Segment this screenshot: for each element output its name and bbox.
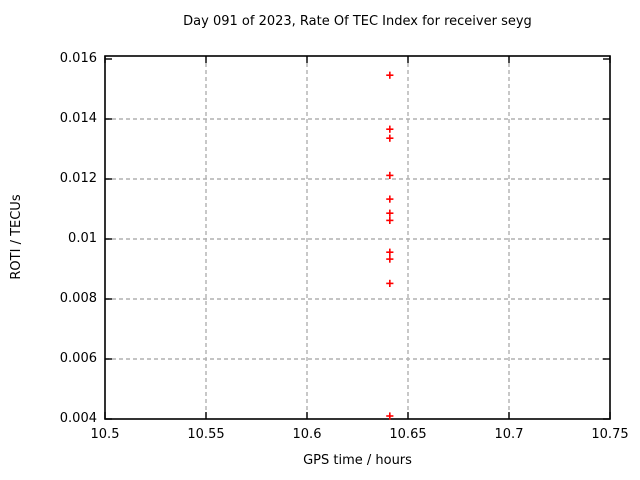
y-tick-label: 0.016 [59,51,97,66]
x-tick-label: 10.55 [187,427,225,442]
x-tick-label: 10.75 [591,427,629,442]
y-tick-label: 0.012 [59,171,97,186]
x-tick-label: 10.65 [389,427,427,442]
y-tick-label: 0.008 [59,291,97,306]
y-tick-label: 0.014 [59,111,97,126]
x-tick-label: 10.6 [292,427,322,442]
x-tick-label: 10.7 [494,427,524,442]
x-axis-label: GPS time / hours [303,453,412,468]
y-tick-label: 0.01 [68,231,97,246]
x-tick-label: 10.5 [90,427,120,442]
y-tick-label: 0.004 [59,411,97,426]
y-tick-label: 0.006 [59,351,97,366]
plot-border [104,55,611,420]
chart-title: Day 091 of 2023, Rate Of TEC Index for r… [183,14,532,29]
